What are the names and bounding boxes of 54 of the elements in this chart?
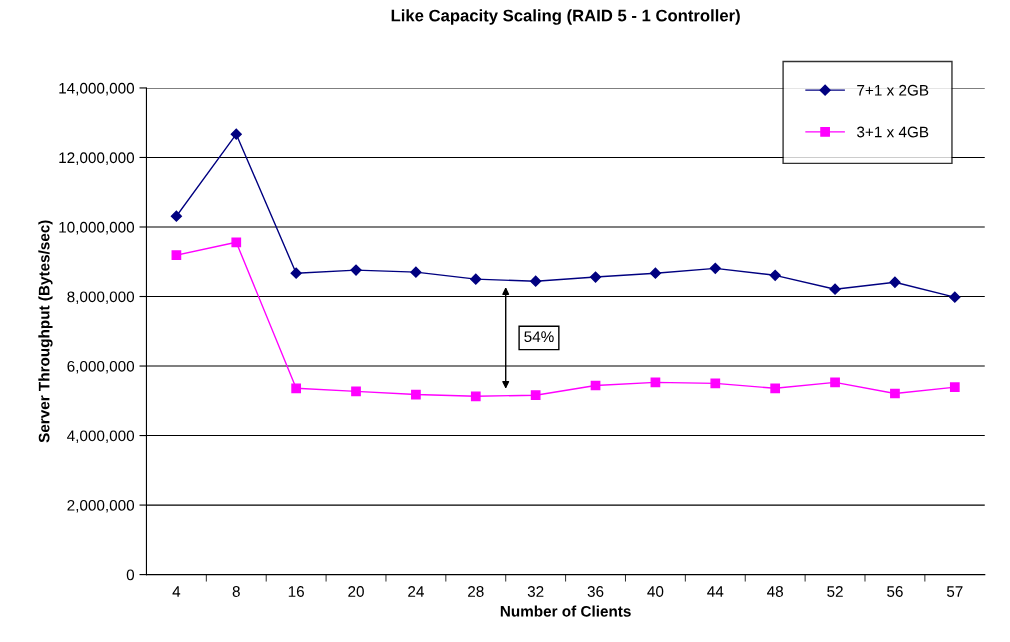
point bbox=[350, 264, 362, 276]
point bbox=[351, 386, 361, 397]
y-tick-label: 0 bbox=[126, 569, 135, 581]
point bbox=[710, 378, 721, 389]
point bbox=[770, 383, 781, 394]
legend-label: 7+1 x 2GB bbox=[857, 84, 929, 96]
point bbox=[889, 276, 901, 288]
x-tick-label: 4 bbox=[172, 586, 181, 597]
point bbox=[170, 210, 182, 222]
chart-title: Like Capacity Scaling (RAID 5 - 1 Controller) bbox=[391, 9, 740, 25]
x-tick-label: 48 bbox=[767, 586, 784, 597]
x-tick-label: 40 bbox=[647, 586, 664, 597]
x-tick-label: 16 bbox=[288, 586, 304, 597]
point bbox=[470, 391, 481, 402]
point bbox=[890, 388, 900, 399]
legend-label: 3+1 x 4GB bbox=[857, 126, 929, 138]
x-tick-label: 36 bbox=[587, 586, 604, 597]
x-tick-label: 20 bbox=[348, 586, 364, 597]
x-tick-label: 32 bbox=[527, 586, 544, 597]
x-tick-label: 56 bbox=[887, 586, 903, 597]
point bbox=[410, 266, 422, 278]
point bbox=[171, 250, 182, 261]
point bbox=[769, 269, 781, 281]
point bbox=[649, 267, 662, 279]
point bbox=[291, 383, 302, 394]
y-tick-label: 6,000,000 bbox=[67, 360, 135, 374]
y-axis-title: Server Throughput (Bytes/sec) bbox=[38, 220, 53, 443]
x-axis-title: Number of Clients bbox=[500, 605, 631, 617]
point bbox=[949, 291, 961, 303]
y-tick-label: 4,000,000 bbox=[67, 430, 135, 444]
y-tick-label: 8,000,000 bbox=[67, 291, 135, 304]
y-tick-label: 12,000,000 bbox=[59, 152, 135, 165]
x-tick-label: 44 bbox=[707, 586, 724, 597]
x-tick-label: 57 bbox=[946, 586, 963, 597]
annotation: 54% bbox=[524, 331, 554, 343]
point bbox=[709, 262, 721, 274]
x-tick-label: 24 bbox=[408, 586, 424, 597]
y-tick-label: 2,000,000 bbox=[67, 499, 135, 513]
point bbox=[530, 275, 542, 287]
point bbox=[830, 377, 840, 388]
point bbox=[829, 283, 841, 295]
point bbox=[470, 273, 482, 285]
y-tick-label: 10,000,000 bbox=[59, 221, 135, 235]
point bbox=[530, 390, 541, 401]
x-tick-label: 52 bbox=[827, 586, 843, 597]
y-tick-label: 14,000,000 bbox=[59, 82, 135, 96]
point bbox=[230, 128, 242, 140]
point bbox=[290, 267, 302, 279]
x-tick-label: 8 bbox=[232, 586, 240, 597]
x-tick-label: 28 bbox=[468, 586, 484, 597]
point bbox=[411, 389, 421, 400]
point bbox=[231, 237, 242, 248]
point bbox=[949, 382, 960, 393]
point bbox=[589, 271, 602, 283]
